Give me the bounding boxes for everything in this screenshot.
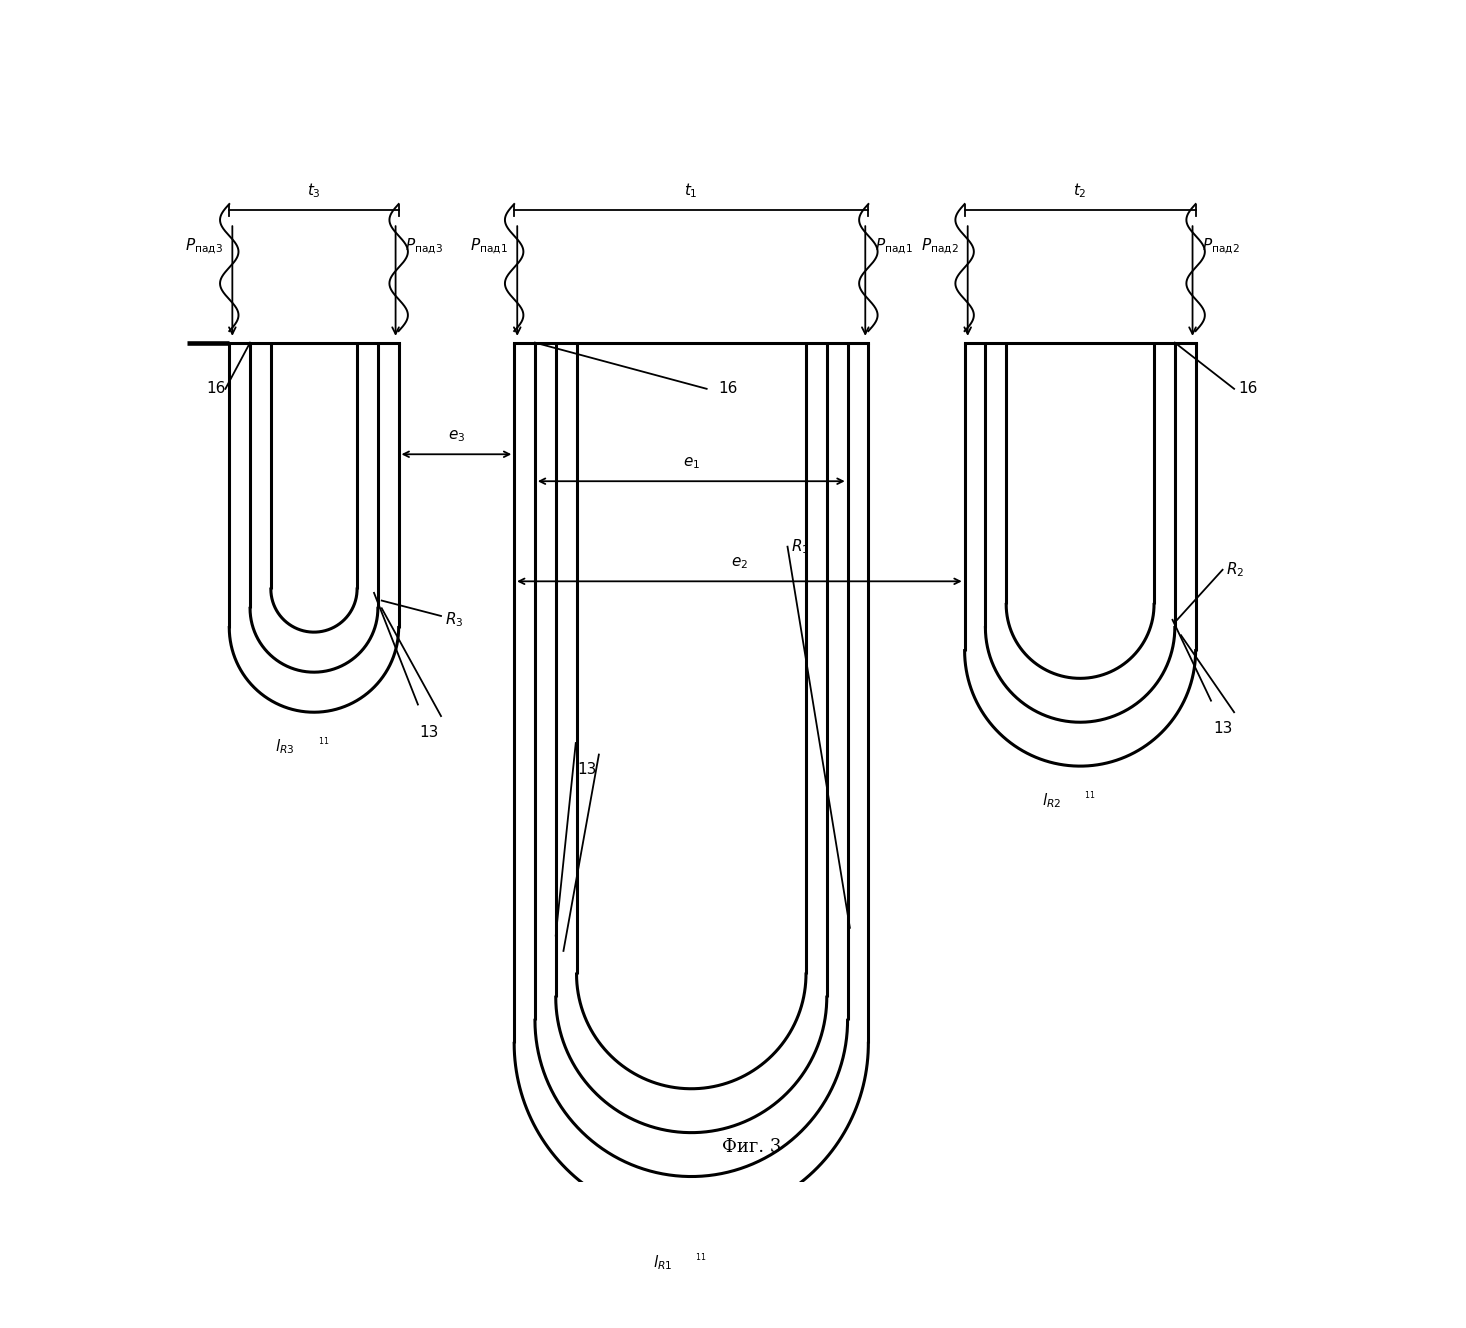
- Text: $e_3$: $e_3$: [447, 429, 465, 445]
- Text: $P_{\rm пад3}$: $P_{\rm пад3}$: [185, 236, 223, 256]
- Text: Фиг. 3: Фиг. 3: [721, 1138, 781, 1157]
- Text: 16: 16: [207, 381, 226, 396]
- Text: 16: 16: [718, 381, 737, 396]
- Text: $P_{\rm пад2}$: $P_{\rm пад2}$: [921, 236, 959, 256]
- Text: ${}^{11}$: ${}^{11}$: [1083, 790, 1095, 801]
- Text: 13: 13: [419, 725, 440, 740]
- Text: $l_{R3}$: $l_{R3}$: [276, 737, 295, 756]
- Text: 13: 13: [578, 762, 597, 777]
- Text: $l_{R1}$: $l_{R1}$: [652, 1254, 671, 1272]
- Text: $e_2$: $e_2$: [732, 555, 748, 571]
- Text: $t_3$: $t_3$: [306, 182, 321, 201]
- Text: $P_{\rm пад2}$: $P_{\rm пад2}$: [1202, 236, 1240, 256]
- Text: $P_{\rm пад1}$: $P_{\rm пад1}$: [471, 236, 509, 256]
- Text: $P_{\rm пад3}$: $P_{\rm пад3}$: [405, 236, 443, 256]
- Text: $t_1$: $t_1$: [685, 182, 698, 201]
- Text: ${}^{11}$: ${}^{11}$: [318, 737, 328, 746]
- Text: $R_3$: $R_3$: [444, 611, 463, 629]
- Text: 16: 16: [1237, 381, 1258, 396]
- Text: $e_1$: $e_1$: [683, 456, 699, 471]
- Text: $l_{R2}$: $l_{R2}$: [1041, 791, 1061, 810]
- Text: $t_2$: $t_2$: [1073, 182, 1086, 201]
- Text: ${}^{11}$: ${}^{11}$: [695, 1252, 707, 1263]
- Text: $P_{\rm пад1}$: $P_{\rm пад1}$: [875, 236, 912, 256]
- Text: $R_1$: $R_1$: [792, 538, 809, 556]
- Text: 13: 13: [1212, 721, 1233, 737]
- Text: $R_2$: $R_2$: [1227, 560, 1245, 579]
